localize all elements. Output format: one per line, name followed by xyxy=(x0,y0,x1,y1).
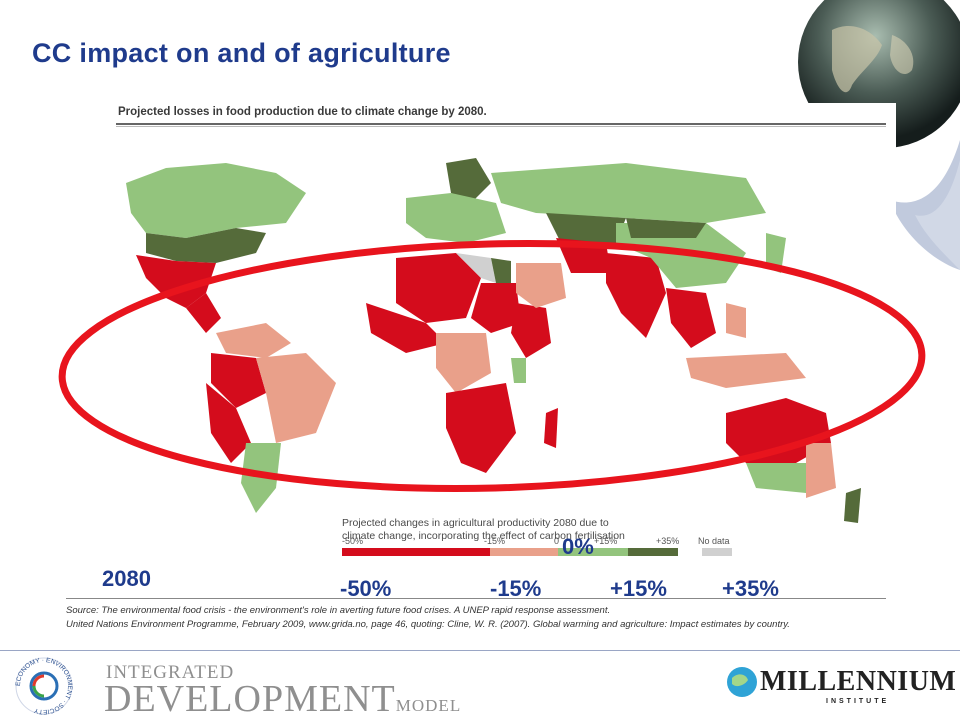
millennium-globe-icon xyxy=(727,667,757,697)
map-region-australia-south xyxy=(746,463,806,493)
legend-tick-plus15: +15% xyxy=(594,536,618,546)
legend-tick-zero: 0 xyxy=(554,536,560,546)
map-region-kenya xyxy=(511,358,526,383)
legend-label-zero: 0% xyxy=(562,534,594,559)
source-line2: United Nations Environment Programme, Fe… xyxy=(66,619,790,630)
legend-tick-no-data: No data xyxy=(698,536,730,546)
map-region-scandinavia xyxy=(446,158,491,203)
idm-logo-icon: ECONOMY · ENVIRONMENT · SOCIETY xyxy=(15,657,73,715)
world-map xyxy=(126,158,861,523)
map-region-russia xyxy=(491,163,766,223)
map-region-arabia xyxy=(516,263,566,308)
map-region-mexico xyxy=(136,255,216,308)
legend-swatch-minus50 xyxy=(342,548,490,556)
legend-swatch-no-data xyxy=(702,548,732,556)
map-region-mongolia xyxy=(626,218,706,238)
map-region-europe xyxy=(406,193,506,243)
map-region-philippines xyxy=(726,303,746,338)
map-region-central-america xyxy=(186,293,221,333)
map-region-amazon xyxy=(211,353,266,408)
map-region-egypt xyxy=(491,258,511,283)
legend-caption-line2: climate change, incorporating the effect… xyxy=(342,530,625,542)
map-region-usa xyxy=(146,228,266,263)
map-region-china xyxy=(616,223,746,288)
millennium-name: MILLENNIUM xyxy=(760,666,957,697)
legend-tick-plus35: +35% xyxy=(656,536,680,546)
legend-swatch-plus35 xyxy=(628,548,678,556)
figure-title-rule-thin xyxy=(116,126,886,127)
map-figure: Projected losses in food production due … xyxy=(66,103,896,633)
map-region-east-africa xyxy=(511,303,551,358)
idm-ring-text: ECONOMY · ENVIRONMENT · SOCIETY xyxy=(15,657,73,715)
idm-development-text: DEVELOPMENT xyxy=(104,678,396,720)
idm-name-line2: DEVELOPMENTMODEL xyxy=(104,677,461,721)
year-label: 2080 xyxy=(102,566,151,591)
legend-swatch-minus15 xyxy=(490,548,558,556)
map-region-southeast-asia xyxy=(666,288,716,348)
map-region-australia-east xyxy=(806,443,836,498)
legend-label-plus15: +15% xyxy=(610,576,667,601)
idm-name-line1: INTEGRATED xyxy=(106,662,235,683)
figure-title-rule xyxy=(116,123,886,125)
map-region-venezuela xyxy=(216,323,291,358)
legend-caption: Projected changes in agricultural produc… xyxy=(342,517,722,543)
map-region-india xyxy=(606,253,666,338)
map-region-indonesia xyxy=(686,353,806,388)
legend-caption-line1: Projected changes in agricultural produc… xyxy=(342,517,609,529)
map-region-canada xyxy=(126,163,306,238)
map-region-north-africa xyxy=(396,253,481,323)
map-region-brazil xyxy=(256,353,336,443)
source-line1: Source: The environmental food crisis - … xyxy=(66,605,611,616)
figure-title: Projected losses in food production due … xyxy=(118,106,487,118)
millennium-sub: INSTITUTE xyxy=(826,698,890,705)
idm-model-text: MODEL xyxy=(395,696,462,715)
slide-title: CC impact on and of agriculture xyxy=(32,38,451,68)
legend-label-minus50: -50% xyxy=(340,576,392,601)
source-note: Source: The environmental food crisis - … xyxy=(66,604,790,632)
legend-label-plus35: +35% xyxy=(722,576,779,601)
legend-tick-minus50: -50% xyxy=(342,536,364,546)
legend-swatch-plus15 xyxy=(558,548,628,556)
map-region-southern-africa xyxy=(446,383,516,473)
map-region-central-africa xyxy=(436,333,491,393)
legend-label-minus15: -15% xyxy=(490,576,542,601)
map-region-kazakhstan xyxy=(546,213,626,243)
decorative-swoosh xyxy=(890,140,960,270)
footer-bar xyxy=(0,650,960,721)
map-region-new-zealand xyxy=(844,488,861,523)
map-region-libya xyxy=(456,253,496,283)
map-region-sudan xyxy=(471,283,521,333)
legend-tick-minus15: -15% xyxy=(484,536,506,546)
map-region-australia-north xyxy=(726,398,831,463)
map-region-west-africa xyxy=(366,303,446,353)
map-region-peru xyxy=(206,383,251,463)
map-region-madagascar xyxy=(544,408,558,448)
source-rule xyxy=(66,598,886,599)
